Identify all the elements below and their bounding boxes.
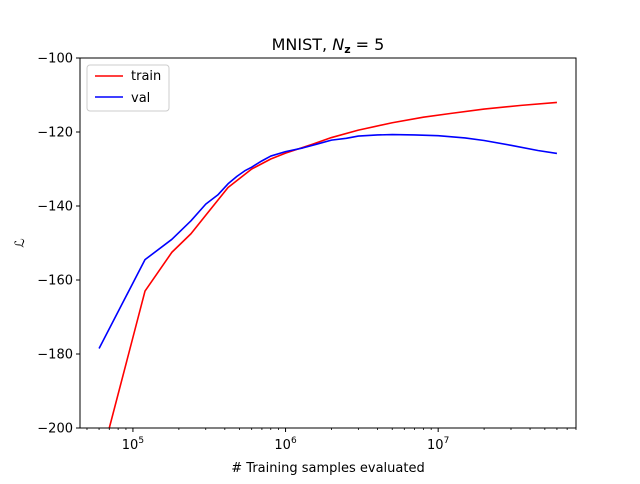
chart-title: MNIST, Nz = 5 xyxy=(272,35,385,56)
legend-label-train: train xyxy=(131,69,161,84)
series-line-val xyxy=(98,133,558,349)
x-tick-label: 105 xyxy=(122,436,144,453)
x-tick-label: 107 xyxy=(427,436,449,453)
tick-layer: −200 −180 −160 −140 −120 −100 105 106 107 xyxy=(37,52,577,453)
y-axis-label: ℒ xyxy=(13,238,28,247)
y-tick-label: −160 xyxy=(37,274,73,289)
series-line-train xyxy=(108,101,557,428)
y-tick-label: −200 xyxy=(37,422,73,437)
legend: train val xyxy=(86,64,170,112)
series-layer xyxy=(98,101,558,428)
y-tick-label: −120 xyxy=(37,126,73,141)
y-tick-label: −100 xyxy=(37,52,73,67)
legend-label-val: val xyxy=(131,91,150,106)
x-axis-label: # Training samples evaluated xyxy=(231,461,424,476)
plot-frame xyxy=(79,57,577,429)
y-tick-label: −180 xyxy=(37,348,73,363)
y-tick-label: −140 xyxy=(37,200,73,215)
x-tick-label: 106 xyxy=(274,436,297,453)
